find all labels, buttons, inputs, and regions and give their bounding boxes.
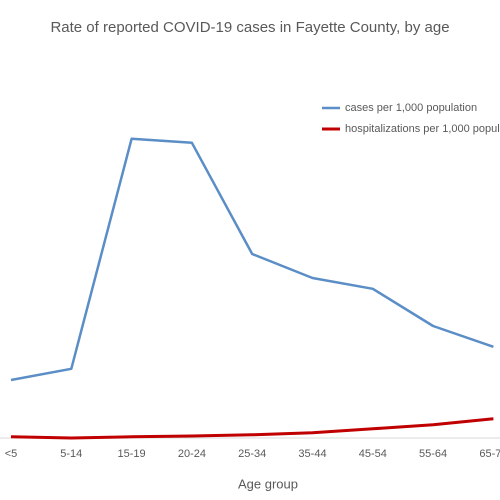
x-tick-label: 65-74 bbox=[479, 448, 500, 460]
legend-label: cases per 1,000 population bbox=[345, 102, 477, 114]
x-tick-label: <5 bbox=[5, 448, 18, 460]
x-tick-label: 20-24 bbox=[178, 448, 206, 460]
x-axis-label: Age group bbox=[238, 476, 298, 491]
series-line bbox=[10, 137, 494, 382]
x-tick-label: 25-34 bbox=[238, 448, 266, 460]
x-tick-label: 15-19 bbox=[118, 448, 146, 460]
chart-title: Rate of reported COVID-19 cases in Fayet… bbox=[50, 19, 449, 36]
legend-label: hospitalizations per 1,000 population bbox=[345, 123, 500, 135]
x-tick-label: 35-44 bbox=[298, 448, 326, 460]
x-tick-label: 45-54 bbox=[359, 448, 387, 460]
series-line bbox=[10, 417, 494, 440]
x-tick-label: 5-14 bbox=[60, 448, 82, 460]
x-tick-label: 55-64 bbox=[419, 448, 447, 460]
